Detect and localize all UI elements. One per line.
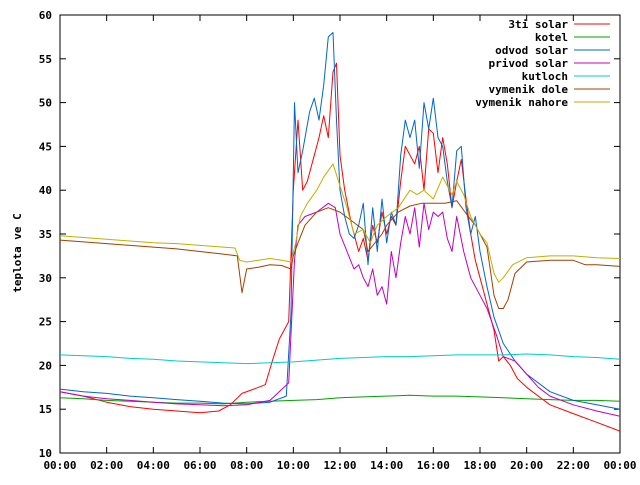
x-tick-label: 16:00 — [417, 459, 450, 472]
series-line-vymenik-dole — [59, 200, 621, 309]
y-tick-label: 10 — [39, 447, 52, 460]
x-tick-label: 00:00 — [43, 459, 76, 472]
series-line-kotel — [59, 394, 621, 405]
x-tick-label: 22:00 — [557, 459, 590, 472]
y-tick-label: 30 — [39, 272, 52, 285]
y-tick-label: 60 — [39, 9, 52, 22]
x-tick-label: 08:00 — [230, 459, 263, 472]
legend-label-vymenik-nahore: vymenik nahore — [475, 96, 568, 109]
x-tick-label: 14:00 — [370, 459, 403, 472]
x-tick-label: 18:00 — [463, 459, 496, 472]
x-tick-label: 12:00 — [323, 459, 356, 472]
y-tick-label: 15 — [39, 403, 52, 416]
series-line-odvod-solar — [59, 32, 621, 410]
x-tick-label: 04:00 — [137, 459, 170, 472]
y-tick-label: 45 — [39, 140, 52, 153]
y-axis-label: teplota ve C — [11, 213, 24, 292]
y-tick-label: 40 — [39, 184, 52, 197]
legend-label-odvod-solar: odvod solar — [495, 44, 568, 57]
x-tick-label: 02:00 — [90, 459, 123, 472]
y-tick-label: 50 — [39, 97, 52, 110]
y-tick-label: 55 — [39, 53, 52, 66]
legend-label-kotel: kotel — [535, 31, 568, 44]
x-tick-label: 20:00 — [510, 459, 543, 472]
x-tick-label: 10:00 — [277, 459, 310, 472]
legend-label-3ti-solar: 3ti solar — [508, 18, 568, 31]
legend-label-kutloch: kutloch — [522, 70, 568, 83]
y-tick-label: 25 — [39, 316, 52, 329]
series-line-privod-solar — [59, 202, 621, 417]
y-tick-label: 20 — [39, 359, 52, 372]
series-line-3ti-solar — [59, 62, 621, 432]
series-line-vymenik-nahore — [59, 163, 621, 283]
legend-label-privod-solar: privod solar — [489, 57, 569, 70]
y-tick-label: 35 — [39, 228, 52, 241]
x-tick-label: 00:00 — [603, 459, 636, 472]
x-tick-label: 06:00 — [183, 459, 216, 472]
legend-label-vymenik-dole: vymenik dole — [489, 83, 569, 96]
series-line-kutloch — [59, 353, 621, 365]
